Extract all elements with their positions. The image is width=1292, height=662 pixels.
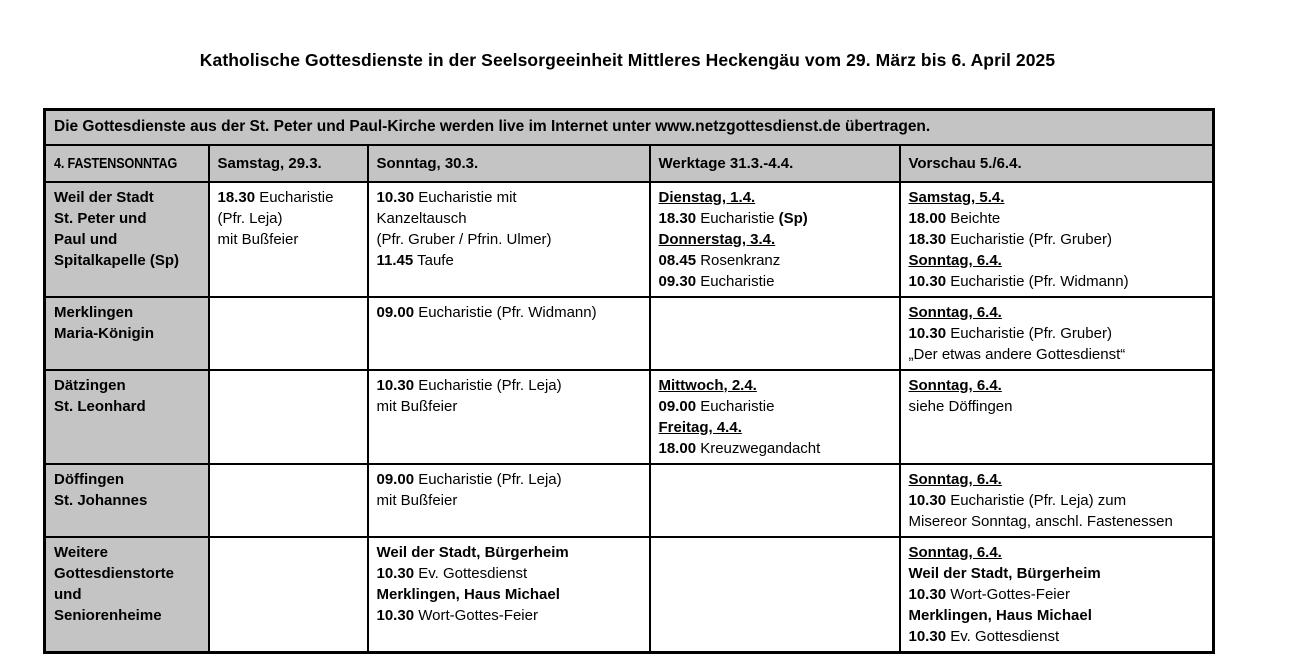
schedule-line: Sonntag, 6.4. [908,470,1002,488]
table-row: Döffingen St. Johannes 09.00 Eucharistie (… [43,462,1215,538]
schedule-line: mit Bußfeier [376,397,458,415]
schedule-line: 11.45 Taufe [376,251,454,269]
cell-vorschau: Samstag, 5.4. 18.00 Beichte 18.30 Eucharis… [898,180,1215,298]
cell-werktage: Mittwoch, 2.4. 09.00 Eucharistie Freitag, … [648,368,901,465]
location-line: Döffingen [54,470,124,488]
cell-werktage [648,295,901,371]
schedule-line: 10.30 Eucharistie mit [376,188,517,206]
schedule-line: 09.00 Eucharistie [658,397,775,415]
schedule-line: 10.30 Eucharistie (Pfr. Leja) zum [908,491,1127,509]
schedule-line: Merklingen, Haus Michael [376,585,560,603]
column-header-fastensonntag: 4. FASTENSONNTAG [43,143,210,183]
schedule-line: 18.00 Kreuzwegandacht [658,439,821,457]
column-header-vorschau: Vorschau 5./6.4. [898,143,1215,183]
location-line: Spitalkapelle (Sp) [54,251,180,269]
schedule-line: siehe Döffingen [908,397,1013,415]
schedule-line: 10.30 Ev. Gottesdienst [376,564,528,582]
schedule-line: 18.00 Beichte [908,209,1001,227]
column-header-werktage: Werktage 31.3.-4.4. [648,143,901,183]
location-cell: Merklingen Maria-Königin [43,295,210,371]
page-title: Katholische Gottesdienste in der Seelsor… [199,50,1056,70]
location-line: Seniorenheime [54,606,162,624]
schedule-line: (Pfr. Leja) [217,209,283,227]
cell-sonntag: Weil der Stadt, Bürgerheim 10.30 Ev. Gott… [366,535,651,653]
location-line: St. Peter und [54,209,147,227]
cell-vorschau: Sonntag, 6.4. Weil der Stadt, Bürgerheim 1… [898,535,1215,653]
schedule-line: 18.30 Eucharistie [217,188,334,206]
schedule-line: 10.30 Eucharistie (Pfr. Leja) [376,376,562,394]
schedule-line: Kanzeltausch [376,209,467,227]
location-cell: Weil der Stadt St. Peter und Paul und Spita… [43,180,210,298]
column-header-samstag: Samstag, 29.3. [207,143,369,183]
cell-werktage: Dienstag, 1.4. 18.30 Eucharistie (Sp) Donn… [648,180,901,298]
schedule-line: Freitag, 4.4. [658,418,742,436]
cell-samstag [207,535,369,653]
location-line: Merklingen [54,303,134,321]
schedule-line: Sonntag, 6.4. [908,543,1002,561]
schedule-table-body: Die Gottesdienste aus der St. Peter und … [43,108,1215,653]
schedule-line: mit Bußfeier [376,491,458,509]
cell-sonntag: 10.30 Eucharistie (Pfr. Leja) mit Bußfeie… [366,368,651,465]
location-line: und [54,585,82,603]
cell-sonntag: 09.00 Eucharistie (Pfr. Leja) mit Bußfeie… [366,462,651,538]
location-line: Maria-Königin [54,324,154,342]
location-line: Gottesdienstorte [54,564,175,582]
schedule-line: 18.30 Eucharistie (Pfr. Gruber) [908,230,1112,248]
cell-werktage [648,462,901,538]
schedule-line: 08.45 Rosenkranz [658,251,781,269]
cell-vorschau: Sonntag, 6.4. siehe Döffingen [898,368,1215,465]
live-stream-notice: Die Gottesdienste aus der St. Peter und … [43,108,1215,146]
cell-vorschau: Sonntag, 6.4. 10.30 Eucharistie (Pfr. Gru… [898,295,1215,371]
cell-samstag [207,295,369,371]
schedule-line: Mittwoch, 2.4. [658,376,757,394]
schedule-line: 10.30 Wort-Gottes-Feier [376,606,538,624]
location-line: Dätzingen [54,376,126,394]
schedule-line: Samstag, 5.4. [908,188,1005,206]
location-cell: Dätzingen St. Leonhard [43,368,210,465]
location-cell: Weitere Gottesdienstorte und Seniorenheime [43,535,210,653]
schedule-line: „Der etwas andere Gottesdienst“ [908,345,1126,363]
schedule-line: 10.30 Wort-Gottes-Feier [908,585,1070,603]
cell-samstag: 18.30 Eucharistie (Pfr. Leja) mit Bußfeier [207,180,369,298]
column-header-row: 4. FASTENSONNTAG Samstag, 29.3. Sonntag, 3… [43,143,1215,183]
table-row: Weitere Gottesdienstorte und Seniorenheime W… [43,535,1215,653]
location-line: Weil der Stadt [54,188,154,206]
schedule-line: Misereor Sonntag, anschl. Fastenessen [908,512,1173,530]
schedule-line: 09.00 Eucharistie (Pfr. Leja) [376,470,562,488]
schedule-line: Dienstag, 1.4. [658,188,756,206]
cell-sonntag: 09.00 Eucharistie (Pfr. Widmann) [366,295,651,371]
location-line: St. Johannes [54,491,148,509]
cell-samstag [207,368,369,465]
cell-vorschau: Sonntag, 6.4. 10.30 Eucharistie (Pfr. Lej… [898,462,1215,538]
schedule-line: Donnerstag, 3.4. [658,230,776,248]
schedule-line: Weil der Stadt, Bürgerheim [908,564,1101,582]
location-line: Paul und [54,230,118,248]
schedule-line: 10.30 Ev. Gottesdienst [908,627,1060,645]
schedule-table: Die Gottesdienste aus der St. Peter und … [43,108,1216,654]
schedule-line: 10.30 Eucharistie (Pfr. Gruber) [908,324,1112,342]
schedule-line: 09.00 Eucharistie (Pfr. Widmann) [376,303,597,321]
schedule-line: 18.30 Eucharistie (Sp) [658,209,808,227]
table-row: Merklingen Maria-Königin 09.00 Eucharistie… [43,295,1215,371]
table-row: Dätzingen St. Leonhard 10.30 Eucharistie (… [43,368,1215,465]
cell-sonntag: 10.30 Eucharistie mit Kanzeltausch (Pfr. G… [366,180,651,298]
schedule-line: 09.30 Eucharistie [658,272,775,290]
schedule-line: Sonntag, 6.4. [908,251,1002,269]
schedule-line: Sonntag, 6.4. [908,303,1002,321]
cell-werktage [648,535,901,653]
schedule-line: mit Bußfeier [217,230,299,248]
schedule-line: (Pfr. Gruber / Pfrin. Ulmer) [376,230,552,248]
schedule-line: 10.30 Eucharistie (Pfr. Widmann) [908,272,1129,290]
column-header-sonntag: Sonntag, 30.3. [366,143,651,183]
table-row: Weil der Stadt St. Peter und Paul und Spita… [43,180,1215,298]
schedule-line: Weil der Stadt, Bürgerheim [376,543,569,561]
location-cell: Döffingen St. Johannes [43,462,210,538]
schedule-line: Merklingen, Haus Michael [908,606,1092,624]
location-line: St. Leonhard [54,397,146,415]
location-line: Weitere [54,543,108,561]
schedule-line: Sonntag, 6.4. [908,376,1002,394]
cell-samstag [207,462,369,538]
banner-row: Die Gottesdienste aus der St. Peter und … [43,108,1215,146]
